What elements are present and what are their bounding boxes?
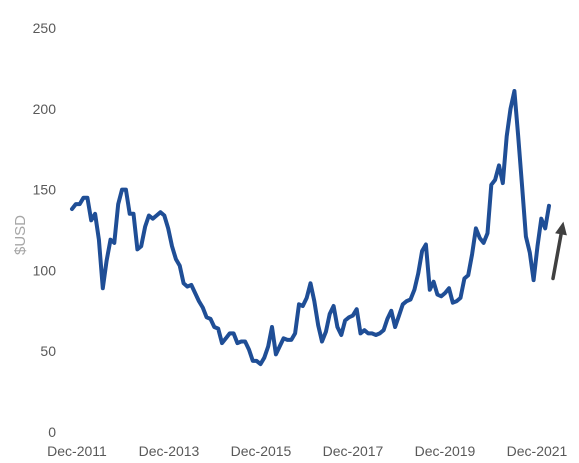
x-tick-label: Dec-2015 xyxy=(231,443,292,459)
x-axis-ticks: Dec-2011 Dec-2013 Dec-2015 Dec-2017 Dec-2019… xyxy=(47,443,567,459)
arrow-shaft xyxy=(551,229,564,281)
x-tick-label: Dec-2021 xyxy=(507,443,568,459)
arrow-head xyxy=(555,221,567,236)
y-tick-label: 50 xyxy=(40,343,56,359)
series-line xyxy=(70,89,551,367)
x-tick-label: Dec-2011 xyxy=(47,443,107,459)
y-tick-label: 250 xyxy=(33,20,57,36)
y-axis-ticks: 0 50 100 150 200 250 xyxy=(33,20,57,440)
y-axis-label: $USD xyxy=(12,215,29,255)
y-tick-label: 150 xyxy=(33,182,57,198)
x-tick-label: Dec-2013 xyxy=(139,443,200,459)
trend-arrow xyxy=(551,221,567,281)
y-tick-label: 0 xyxy=(48,424,56,440)
y-tick-label: 200 xyxy=(33,101,57,117)
x-tick-label: Dec-2017 xyxy=(323,443,384,459)
x-tick-label: Dec-2019 xyxy=(415,443,476,459)
y-tick-label: 100 xyxy=(33,262,57,278)
